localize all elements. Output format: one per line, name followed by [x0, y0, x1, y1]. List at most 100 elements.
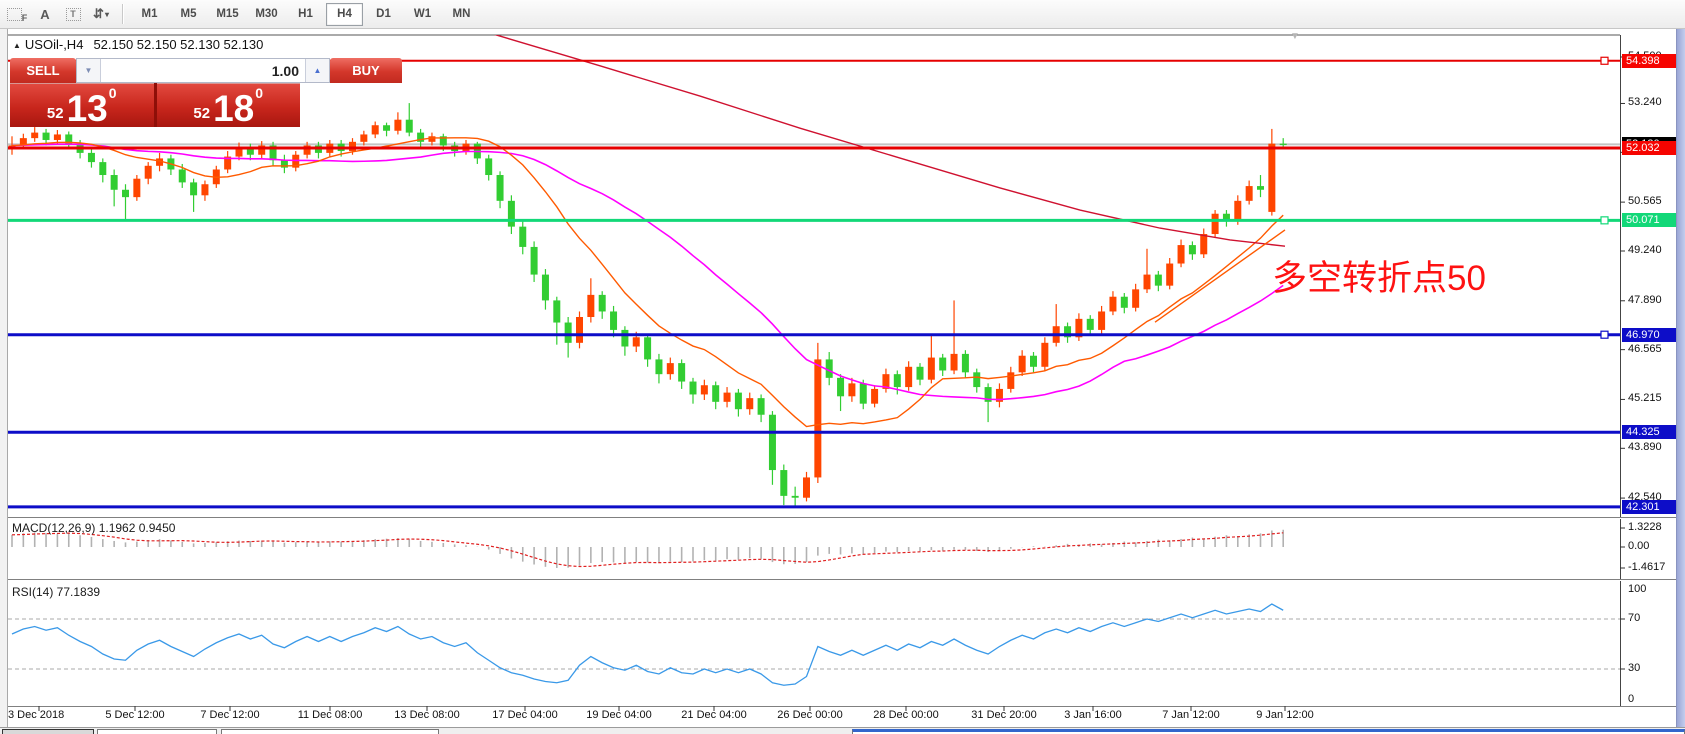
sell-button[interactable]: SELL [10, 58, 76, 83]
candle-body [689, 381, 697, 395]
price-level-badge: 44.325 [1622, 425, 1678, 440]
candle-body [803, 477, 810, 498]
timeframe-button-m1[interactable]: M1 [141, 7, 158, 20]
sell-price-sup: 0 [108, 85, 117, 101]
price-tick-label: 49.240 [1628, 243, 1662, 256]
candle-body [1120, 296, 1128, 308]
candle-body [201, 184, 209, 196]
bottom-tab[interactable] [852, 729, 1685, 734]
candle-body [417, 132, 425, 142]
bottom-tab-strip [0, 727, 1685, 734]
candle-body [848, 383, 856, 397]
volume-spinner: ▼ ▲ [76, 58, 330, 83]
date-axis-label: 3 Jan 16:00 [1064, 709, 1122, 721]
sell-price-button[interactable]: 52 13 0 [10, 83, 154, 127]
candle-body [110, 175, 118, 190]
candle-body [1132, 289, 1140, 308]
candle-body [280, 160, 288, 168]
toolbar: F A T ⇵ ▾ M1 M5 M15 M30 H1 H4 D1 W1 MN [0, 0, 1685, 29]
candle-body [485, 158, 493, 176]
candle-body [360, 134, 368, 142]
timeframe-button-m5[interactable]: M5 [180, 7, 197, 20]
window-right-scroll-strip[interactable] [1676, 29, 1685, 734]
cycle-symbols-icon[interactable]: ⇵ ▾ [93, 6, 109, 21]
candle-body [893, 374, 901, 388]
date-axis-label: 21 Dec 04:00 [681, 709, 747, 721]
candle-body [1098, 311, 1106, 330]
volume-increase-button[interactable]: ▲ [305, 59, 329, 82]
dropdown-caret-icon[interactable]: ▾ [104, 9, 109, 19]
candle-body [1030, 355, 1037, 367]
bottom-tab[interactable] [97, 729, 217, 734]
macd-scale-label: 1.3228 [1628, 521, 1662, 533]
date-axis-label: 5 Dec 12:00 [105, 709, 165, 721]
volume-decrease-button[interactable]: ▼ [77, 59, 101, 82]
macd-scale-label: -1.4617 [1628, 560, 1666, 573]
candle-body [1234, 200, 1242, 222]
candle-body [1018, 355, 1026, 373]
price-tick-label: 43.890 [1628, 441, 1662, 454]
candle-body [837, 377, 845, 397]
candle-body [541, 274, 549, 301]
volume-input[interactable] [101, 59, 305, 82]
date-axis-label: 7 Jan 12:00 [1162, 709, 1220, 721]
rsi-indicator-label: RSI(14) 77.1839 [12, 585, 101, 599]
arrow-tool-icon[interactable]: A [40, 6, 50, 22]
timeframe-buttons: M1 M5 M15 M30 H1 H4 D1 W1 MN [130, 2, 481, 26]
date-axis-label: 11 Dec 08:00 [297, 709, 363, 721]
chart-shift-marker-icon[interactable]: ▼ [1290, 31, 1300, 42]
timeframe-button-mn[interactable]: MN [452, 7, 471, 20]
indicator-grid-f-icon[interactable]: F [4, 3, 30, 25]
fast-ma-line [11, 137, 1284, 428]
candle-body [598, 294, 606, 312]
timeframe-button-h4[interactable]: H4 [326, 2, 363, 26]
candles-group [8, 103, 1287, 507]
timeframe-button-m30[interactable]: M30 [255, 7, 278, 20]
candle-body [371, 125, 379, 135]
text-label-tool-icon[interactable]: T [60, 3, 86, 25]
level-line-handle [1600, 216, 1609, 225]
collapse-triangle-icon[interactable]: ▲ [13, 41, 21, 50]
candle-body [383, 125, 391, 131]
buy-button[interactable]: BUY [330, 58, 402, 83]
candle-body [814, 359, 822, 478]
rsi-scale-label: 70 [1628, 612, 1641, 624]
macd-scale-label: 0.00 [1628, 540, 1650, 552]
buy-price-prefix: 52 [193, 105, 211, 122]
candle-body [882, 374, 890, 389]
candle-body [1086, 318, 1094, 330]
candle-body [939, 357, 947, 371]
bottom-tab[interactable] [221, 729, 439, 734]
candle-body [1143, 274, 1151, 290]
candle-body [224, 156, 232, 170]
candle-body [1279, 143, 1287, 146]
timeframe-button-w1[interactable]: W1 [413, 7, 432, 20]
candle-body [1075, 318, 1083, 338]
price-tick-label: 47.890 [1628, 293, 1662, 306]
rsi-scale-label: 30 [1628, 662, 1641, 674]
timeframe-button-d1[interactable]: D1 [376, 7, 391, 20]
candle-body [1154, 274, 1162, 286]
candle-body [644, 337, 652, 360]
candle-body [916, 366, 924, 380]
timeframe-button-h1[interactable]: H1 [298, 7, 313, 20]
candle-body [530, 246, 538, 275]
candle-body [144, 165, 152, 179]
candle-body [621, 329, 629, 347]
timeframe-button-m15[interactable]: M15 [216, 7, 239, 20]
candle-body [553, 300, 561, 323]
candle-body [496, 175, 504, 201]
buy-price-button[interactable]: 52 18 0 [156, 83, 300, 127]
chart-text-annotation[interactable]: 多空转折点50 [1272, 259, 1486, 298]
candle-body [519, 226, 527, 247]
descending-trend-ma [493, 35, 1286, 247]
candle-body [768, 414, 776, 471]
candle-body [859, 383, 867, 404]
bottom-tab[interactable] [2, 729, 94, 734]
candle-body [507, 200, 515, 227]
price-level-badge: 52.032 [1622, 141, 1678, 156]
candle-body [871, 388, 879, 404]
